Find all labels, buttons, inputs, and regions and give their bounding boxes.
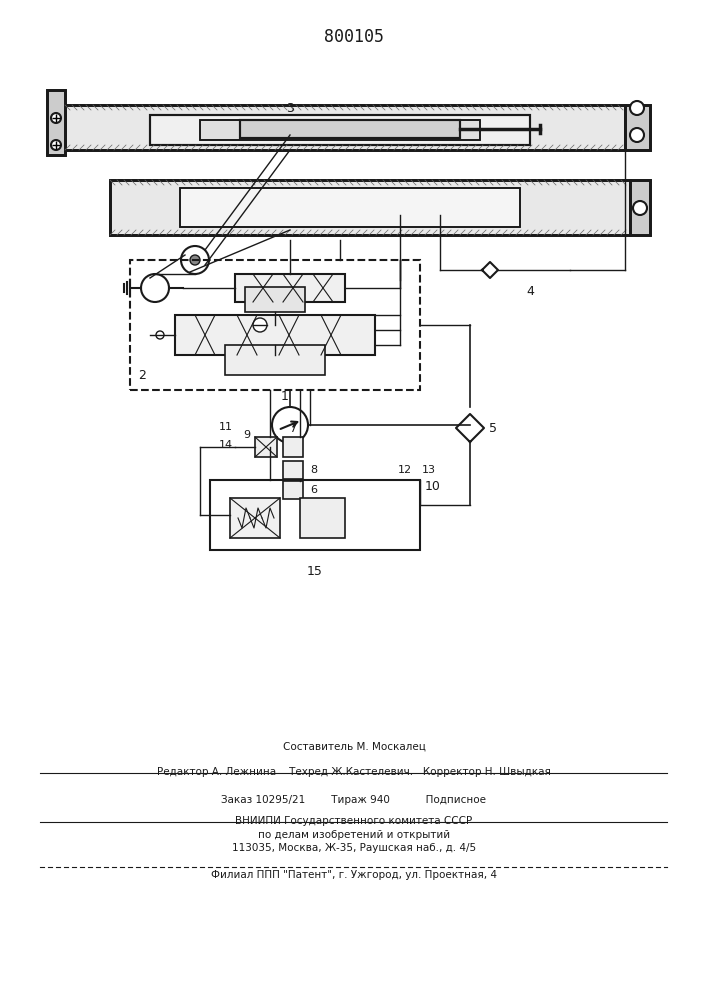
Text: 8: 8 (310, 465, 317, 475)
Text: 15: 15 (307, 565, 323, 578)
Circle shape (181, 246, 209, 274)
Bar (625, 105, 650, 150)
Text: 800105: 800105 (324, 28, 384, 46)
Circle shape (272, 407, 308, 443)
Text: Заказ 10295/21        Тираж 940           Подписное: Заказ 10295/21 Тираж 940 Подписное (221, 795, 486, 805)
Text: Составитель М. Москалец: Составитель М. Москалец (283, 742, 426, 752)
Text: ВНИИПИ Государственного комитета СССР: ВНИИПИ Государственного комитета СССР (235, 816, 472, 826)
Text: 3: 3 (286, 102, 294, 115)
Bar (283, 461, 303, 479)
Bar (245, 287, 305, 312)
Bar (180, 188, 520, 227)
Circle shape (633, 201, 647, 215)
Bar (255, 437, 277, 457)
Text: 5: 5 (489, 422, 497, 434)
Text: 10: 10 (425, 480, 441, 493)
Text: 9: 9 (243, 430, 250, 440)
Bar (130, 260, 420, 390)
Bar (47, 90, 65, 155)
Circle shape (190, 255, 200, 265)
Circle shape (51, 140, 61, 150)
Circle shape (630, 128, 644, 142)
Bar (240, 120, 460, 138)
Circle shape (51, 113, 61, 123)
Bar (283, 481, 303, 499)
Bar (110, 180, 630, 235)
Circle shape (630, 101, 644, 115)
Bar (110, 180, 630, 235)
Text: Редактор А. Лежнина    Техред Ж.Кастелевич.   Корректор Н. Швыдкая: Редактор А. Лежнина Техред Ж.Кастелевич.… (157, 767, 551, 777)
Circle shape (253, 318, 267, 332)
Bar (175, 315, 375, 355)
Text: 2: 2 (138, 369, 146, 382)
Bar (200, 120, 480, 140)
Circle shape (141, 274, 169, 302)
Text: 13: 13 (422, 465, 436, 475)
Text: 6: 6 (310, 485, 317, 495)
Bar (630, 180, 650, 235)
Text: по делам изобретений и открытий: по делам изобретений и открытий (258, 830, 450, 840)
Bar (235, 274, 345, 302)
Bar (630, 180, 650, 235)
Bar (225, 345, 325, 375)
Text: 1: 1 (281, 390, 289, 403)
Text: 7: 7 (289, 424, 296, 434)
Bar (150, 115, 530, 145)
Bar (200, 120, 480, 140)
Bar (625, 105, 650, 150)
Bar (150, 115, 530, 145)
Text: 4: 4 (526, 285, 534, 298)
Circle shape (156, 331, 164, 339)
Bar (210, 480, 420, 550)
Text: 11: 11 (219, 422, 233, 432)
Bar (283, 437, 303, 457)
Bar (240, 120, 460, 138)
Bar (47, 90, 65, 155)
Bar (65, 105, 625, 150)
Text: 113035, Москва, Ж-35, Раушская наб., д. 4/5: 113035, Москва, Ж-35, Раушская наб., д. … (232, 843, 476, 853)
Bar (180, 188, 520, 227)
Text: Филиал ППП "Патент", г. Ужгород, ул. Проектная, 4: Филиал ППП "Патент", г. Ужгород, ул. Про… (211, 870, 497, 880)
Text: 12: 12 (398, 465, 412, 475)
Text: 14: 14 (219, 440, 233, 450)
Bar (65, 105, 625, 150)
Bar (300, 498, 345, 538)
Bar (230, 498, 280, 538)
